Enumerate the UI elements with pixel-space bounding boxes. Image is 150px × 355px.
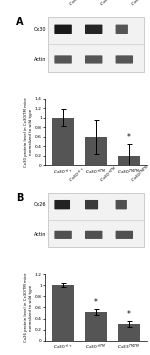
FancyBboxPatch shape [54,24,72,34]
Text: $\it{Cx30}$$^{+/+}$: $\it{Cx30}$$^{+/+}$ [68,0,88,9]
FancyBboxPatch shape [116,231,133,239]
Text: $\it{Cx30}$$^{+/TM}$: $\it{Cx30}$$^{+/TM}$ [98,164,120,185]
Text: *: * [127,310,131,320]
FancyBboxPatch shape [54,200,70,209]
Y-axis label: Cx30 protein level in Cx30/TM mice
normalized to wild type: Cx30 protein level in Cx30/TM mice norma… [24,97,33,167]
Y-axis label: Cx26 protein level in Cx30/TM mice
normalized to wild type: Cx26 protein level in Cx30/TM mice norma… [24,273,33,342]
Bar [118,324,140,341]
Text: Cx30: Cx30 [33,27,46,32]
FancyBboxPatch shape [85,231,102,239]
FancyBboxPatch shape [116,200,127,209]
Bar [118,156,140,165]
FancyBboxPatch shape [85,200,98,209]
FancyBboxPatch shape [48,17,144,72]
Text: Cx26: Cx26 [33,202,46,207]
Text: $\it{Cx30}$$^{+/+}$: $\it{Cx30}$$^{+/+}$ [68,165,88,185]
Text: $\it{Cx30}$$^{TM/TM}$: $\it{Cx30}$$^{TM/TM}$ [129,163,150,185]
Bar [52,285,74,341]
FancyBboxPatch shape [85,55,102,64]
FancyBboxPatch shape [48,193,144,247]
FancyBboxPatch shape [54,231,72,239]
Bar [85,312,107,341]
FancyBboxPatch shape [116,24,128,34]
Text: A: A [16,17,24,27]
FancyBboxPatch shape [54,55,72,64]
Text: $\it{Cx30}$$^{+/TM}$: $\it{Cx30}$$^{+/TM}$ [98,0,120,9]
FancyBboxPatch shape [116,55,133,64]
Bar [85,137,107,165]
Text: *: * [127,133,131,142]
Bar [52,118,74,165]
Text: *: * [94,297,98,307]
FancyBboxPatch shape [85,24,102,34]
Text: Actin: Actin [34,232,46,237]
Text: B: B [16,193,24,203]
Text: $\it{Cx30}$$^{TM/TM}$: $\it{Cx30}$$^{TM/TM}$ [129,0,150,9]
Text: Actin: Actin [34,57,46,62]
